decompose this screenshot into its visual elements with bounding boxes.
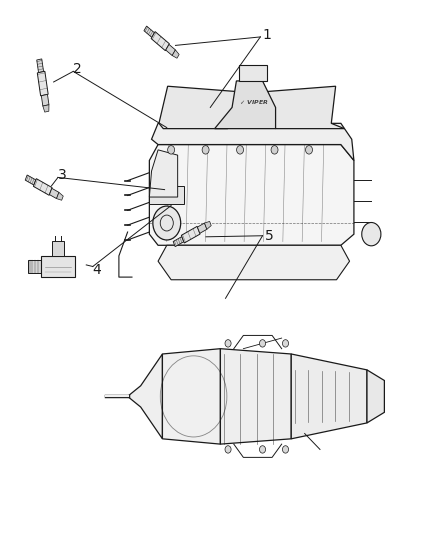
Circle shape	[153, 206, 181, 240]
Polygon shape	[41, 94, 49, 106]
Polygon shape	[173, 237, 184, 247]
Polygon shape	[239, 65, 267, 81]
Polygon shape	[28, 260, 41, 273]
Polygon shape	[198, 223, 207, 233]
Circle shape	[202, 146, 209, 154]
Polygon shape	[166, 44, 175, 55]
Polygon shape	[215, 81, 276, 128]
Polygon shape	[172, 50, 179, 58]
Circle shape	[259, 446, 265, 453]
Circle shape	[271, 146, 278, 154]
FancyBboxPatch shape	[149, 186, 184, 205]
Polygon shape	[33, 179, 52, 195]
Polygon shape	[152, 123, 354, 160]
Text: $\checkmark$ VIPER: $\checkmark$ VIPER	[239, 98, 268, 106]
Polygon shape	[181, 227, 200, 243]
Circle shape	[283, 340, 289, 347]
Circle shape	[225, 340, 231, 347]
Polygon shape	[149, 150, 178, 197]
FancyBboxPatch shape	[41, 256, 75, 277]
Circle shape	[362, 222, 381, 246]
Polygon shape	[267, 86, 344, 128]
Text: 3: 3	[58, 168, 67, 182]
Text: 2: 2	[73, 62, 82, 76]
Polygon shape	[220, 349, 291, 444]
Polygon shape	[159, 86, 237, 128]
Polygon shape	[291, 354, 367, 439]
Circle shape	[168, 146, 175, 154]
Polygon shape	[25, 175, 36, 185]
Polygon shape	[37, 71, 48, 96]
Text: 5: 5	[265, 229, 273, 243]
Circle shape	[237, 146, 244, 154]
Polygon shape	[49, 188, 59, 199]
Polygon shape	[151, 31, 170, 51]
Polygon shape	[367, 370, 385, 423]
Polygon shape	[144, 26, 155, 37]
Polygon shape	[43, 105, 49, 112]
Text: 4: 4	[93, 263, 102, 277]
Polygon shape	[205, 221, 211, 229]
Polygon shape	[37, 59, 44, 72]
Circle shape	[259, 340, 265, 347]
Text: 1: 1	[262, 28, 272, 42]
FancyBboxPatch shape	[52, 241, 64, 256]
Polygon shape	[162, 349, 220, 444]
Circle shape	[306, 146, 312, 154]
Polygon shape	[158, 245, 350, 280]
Circle shape	[225, 446, 231, 453]
Polygon shape	[57, 192, 63, 200]
Polygon shape	[149, 144, 354, 245]
Polygon shape	[127, 354, 162, 439]
Circle shape	[283, 446, 289, 453]
